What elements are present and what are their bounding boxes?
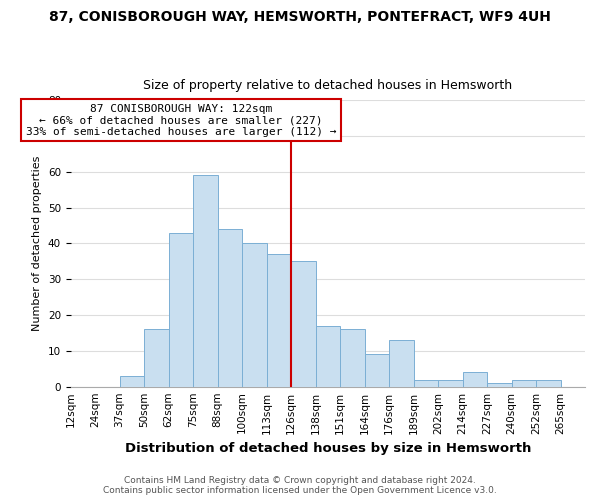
Bar [119, 376, 144, 386]
Bar [169, 232, 193, 386]
X-axis label: Distribution of detached houses by size in Hemsworth: Distribution of detached houses by size … [125, 442, 531, 455]
Bar [365, 354, 389, 386]
Y-axis label: Number of detached properties: Number of detached properties [32, 156, 42, 331]
Bar [218, 229, 242, 386]
Bar [413, 380, 438, 386]
Bar [487, 383, 512, 386]
Title: Size of property relative to detached houses in Hemsworth: Size of property relative to detached ho… [143, 79, 512, 92]
Bar [438, 380, 463, 386]
Bar [340, 330, 365, 386]
Bar [242, 244, 266, 386]
Bar [316, 326, 340, 386]
Text: 87 CONISBOROUGH WAY: 122sqm
← 66% of detached houses are smaller (227)
33% of se: 87 CONISBOROUGH WAY: 122sqm ← 66% of det… [26, 104, 336, 137]
Bar [266, 254, 291, 386]
Bar [536, 380, 560, 386]
Bar [512, 380, 536, 386]
Bar [463, 372, 487, 386]
Bar [291, 262, 316, 386]
Text: 87, CONISBOROUGH WAY, HEMSWORTH, PONTEFRACT, WF9 4UH: 87, CONISBOROUGH WAY, HEMSWORTH, PONTEFR… [49, 10, 551, 24]
Bar [193, 176, 218, 386]
Bar [389, 340, 413, 386]
Text: Contains HM Land Registry data © Crown copyright and database right 2024.
Contai: Contains HM Land Registry data © Crown c… [103, 476, 497, 495]
Bar [144, 330, 169, 386]
